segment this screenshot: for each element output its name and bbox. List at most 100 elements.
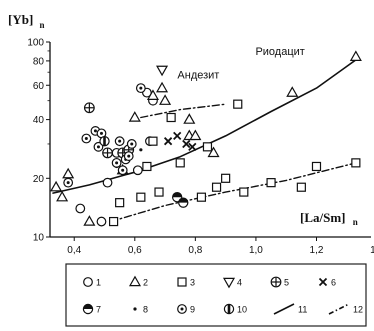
legend-label-1: 1	[96, 278, 101, 288]
legend-label-3: 3	[190, 278, 195, 288]
legend-label-9: 9	[190, 305, 195, 315]
legend-label-5: 5	[284, 278, 289, 288]
legend-label-12: 12	[353, 305, 363, 315]
x-tick-label: 0,6	[128, 245, 142, 256]
point-series-1	[75, 203, 86, 214]
legend: 1 2 3 4 5 67 8 9 10 11 12	[65, 263, 367, 327]
annotation-1: Андезит	[177, 69, 219, 81]
x-tick-label: 0,8	[188, 245, 202, 256]
point-series-3	[148, 136, 158, 146]
point-series-9	[111, 157, 122, 168]
legend-label-4: 4	[237, 278, 242, 288]
data-points	[50, 50, 362, 227]
point-series-2	[56, 190, 69, 202]
legend-marker-10	[223, 303, 235, 315]
point-series-2	[62, 167, 75, 179]
x-axis-label: [La/Sm] n	[300, 210, 358, 227]
point-series-2	[128, 111, 141, 122]
point-series-3	[266, 178, 276, 188]
x-tick-label: 1,2	[310, 245, 324, 256]
point-series-3	[154, 187, 164, 197]
point-series-3	[351, 158, 361, 168]
legend-marker-8	[133, 307, 137, 311]
y-axis-ticks: 10 20 40 60 80 100	[27, 38, 50, 244]
x-axis-ticks: 0,4 0,6 0,8 1,0 1,2 1,4	[67, 237, 374, 256]
point-series-9	[114, 136, 125, 147]
point-series-2	[286, 86, 299, 97]
point-series-3	[166, 112, 176, 123]
y-axis-label: [Yb] n	[8, 12, 45, 30]
point-series-9	[123, 151, 134, 161]
legend-label-6: 6	[331, 278, 336, 288]
point-series-2	[50, 180, 63, 192]
point-series-5	[102, 147, 113, 159]
point-series-8	[139, 148, 143, 152]
point-series-3	[175, 158, 185, 168]
point-series-1	[102, 177, 113, 188]
point-series-1	[96, 216, 107, 227]
point-series-3	[115, 198, 125, 208]
legend-marker-5	[270, 276, 282, 288]
point-series-4	[156, 65, 169, 77]
legend-marker-1	[83, 277, 93, 287]
y-tick-label: 10	[33, 233, 45, 244]
x-tick-label: 0,4	[67, 245, 81, 256]
point-series-2	[146, 89, 159, 100]
legend-label-2: 2	[143, 278, 148, 288]
point-series-9	[93, 141, 104, 152]
legend-label-8: 8	[143, 305, 148, 315]
point-series-9	[81, 133, 92, 144]
y-tick-label: 80	[33, 56, 45, 67]
point-series-2	[183, 113, 196, 124]
legend-marker-3	[177, 277, 187, 287]
y-tick-label: 100	[27, 38, 44, 49]
point-series-9	[63, 177, 74, 188]
point-series-3	[239, 187, 249, 197]
point-series-3	[196, 192, 207, 202]
point-series-3	[233, 99, 243, 109]
point-series-2	[156, 81, 169, 93]
point-series-9	[135, 83, 146, 94]
legend-frame	[65, 263, 367, 327]
point-series-6	[173, 131, 182, 141]
x-tick-label: 1,0	[249, 245, 263, 256]
line-12b	[109, 162, 357, 223]
legend-marker-7	[82, 303, 94, 315]
point-series-2	[83, 215, 96, 226]
legend-label-11: 11	[298, 305, 307, 315]
legend-marker-12	[328, 303, 350, 315]
point-series-3	[296, 182, 306, 192]
legend-marker-2	[128, 275, 142, 287]
point-series-6	[163, 137, 173, 146]
point-series-9	[96, 128, 107, 139]
y-tick-label: 60	[33, 81, 45, 92]
point-series-2	[159, 94, 172, 105]
point-series-5	[83, 102, 95, 114]
point-series-2	[349, 50, 362, 61]
point-series-3	[108, 216, 119, 227]
point-series-3	[202, 142, 213, 152]
point-series-2	[207, 146, 220, 158]
annotation-0: Риодацит	[255, 46, 304, 58]
point-series-9	[117, 165, 128, 176]
annotations: Риодацит Андезит	[177, 46, 304, 82]
x-tick-label: 1,4	[370, 245, 374, 256]
legend-marker-6	[318, 277, 328, 287]
legend-label-10: 10	[237, 305, 247, 315]
point-series-3	[311, 161, 322, 172]
point-series-6	[182, 139, 191, 149]
legend-marker-4	[222, 277, 236, 289]
point-series-7	[178, 197, 189, 208]
point-series-3	[136, 192, 146, 202]
point-series-3	[221, 173, 231, 183]
line-12a	[140, 103, 227, 119]
point-series-2	[189, 129, 202, 141]
y-tick-label: 40	[33, 115, 45, 126]
point-series-10	[99, 135, 110, 147]
point-series-9	[126, 139, 137, 149]
plot-area: 10 20 40 60 80 100 0,4 0,6 0,8 1,0 1,2 1,4 Риодаци…	[27, 38, 374, 257]
point-series-3	[142, 161, 152, 172]
legend-marker-9	[177, 304, 187, 314]
legend-marker-11	[273, 303, 295, 315]
